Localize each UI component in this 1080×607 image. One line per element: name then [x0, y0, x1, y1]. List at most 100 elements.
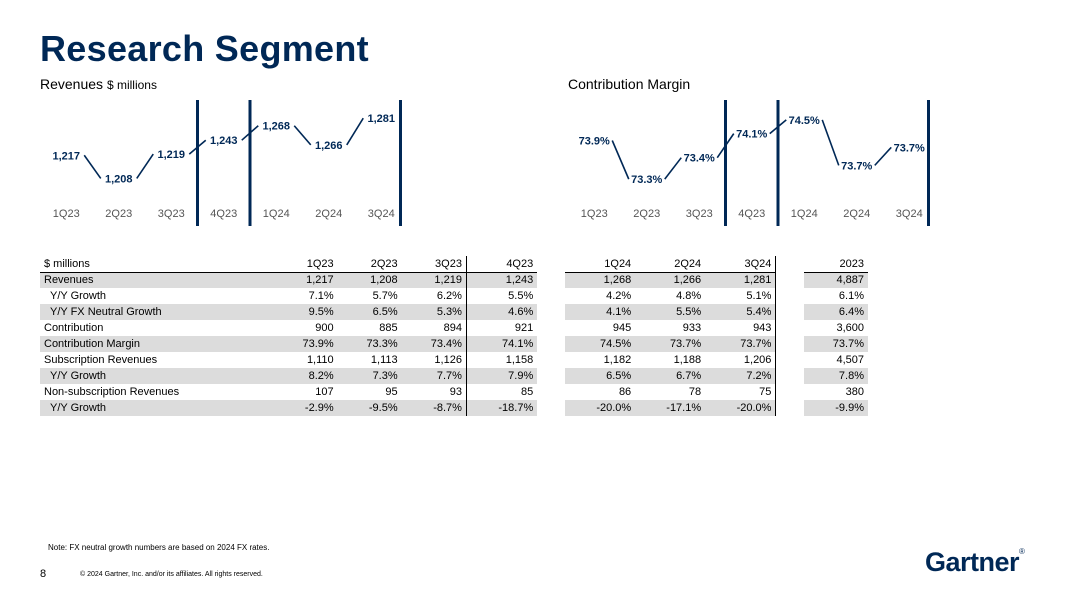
- table-gap-cell: [776, 352, 804, 368]
- table-cell: 73.9%: [273, 336, 338, 352]
- revenues-tick-label-2: 3Q23: [158, 208, 185, 220]
- contribution-margin-line-chart: 73.9% 73.3% 73.4% 74.1% 74.5% 73.7% 73.7% 1Q23 2…: [579, 100, 930, 226]
- row-label: Revenues: [40, 272, 274, 288]
- table-cell: 380: [845, 386, 864, 398]
- revenues-tick-label-4: 1Q24: [263, 208, 290, 220]
- table-cell: 74.1%: [466, 336, 538, 352]
- table-cell: 73.7%: [705, 336, 777, 352]
- table-cell: 5.3%: [401, 304, 467, 320]
- table-gap-cell: [537, 320, 565, 336]
- table-gap-header: [776, 256, 804, 272]
- revenues-data-label-6: 1,281: [367, 113, 395, 125]
- table-cell: 6.5%: [337, 304, 402, 320]
- table-cell: 900: [315, 322, 334, 334]
- margin-connector-1: [664, 157, 682, 180]
- table-cell: 1,110: [306, 354, 334, 366]
- row-label: Non-subscription Revenues: [44, 386, 180, 398]
- column-header-2q23: 2Q23: [337, 256, 402, 273]
- table-cell: 6.5%: [565, 368, 636, 384]
- column-header-4q23: 4Q23: [466, 256, 538, 273]
- margin-data-label-6: 73.7%: [894, 142, 925, 154]
- margin-data-label-2: 73.4%: [684, 153, 715, 165]
- table-cell: -9.5%: [337, 400, 402, 416]
- revenues-connector-2: [188, 139, 207, 155]
- financial-table: $ millions 1Q23 2Q23 3Q23 4Q23 1Q24 2Q24 3Q24 20…: [40, 256, 868, 416]
- margin-tick-label-1: 2Q23: [633, 208, 660, 220]
- table-cell: 1,206: [705, 352, 777, 368]
- column-header-1q24: 1Q24: [565, 256, 636, 273]
- table-gap-cell: [776, 320, 804, 336]
- table-cell: 7.7%: [401, 368, 467, 384]
- table-gap-cell: [776, 272, 804, 288]
- table-cell: -20.0%: [565, 400, 636, 416]
- margin-connector-0: [611, 140, 630, 180]
- table-cell: 6.2%: [401, 288, 467, 304]
- table-cell: 5.5%: [635, 304, 706, 320]
- table-cell: 1,281: [705, 272, 777, 288]
- table-cell: 73.7%: [635, 336, 706, 352]
- revenues-tick-label-5: 2Q24: [315, 208, 342, 220]
- table-row: Contribution Margin 73.9% 73.3% 73.4% 74.1% 7…: [40, 336, 868, 352]
- table-cell: 1,266: [635, 272, 706, 288]
- footnote: Note: FX neutral growth numbers are base…: [48, 543, 270, 552]
- table-cell: 7.2%: [705, 368, 777, 384]
- table-cell: 4.8%: [676, 290, 702, 302]
- table-gap-cell: [776, 336, 804, 352]
- table-cell: 933: [682, 322, 702, 334]
- table-row: Non-subscription Revenues 107 95 93 85 86 78 75…: [40, 384, 868, 400]
- revenues-tick-label-0: 1Q23: [53, 208, 80, 220]
- logo-registered-mark: ®: [1019, 547, 1025, 556]
- table-cell: 4.6%: [466, 304, 538, 320]
- table-cell: -9.9%: [803, 400, 868, 416]
- revenues-data-label-3: 1,243: [210, 135, 238, 147]
- table-gap-cell: [776, 384, 804, 400]
- table-cell: -8.7%: [401, 400, 467, 416]
- margin-connector-5: [874, 146, 892, 166]
- table-cell: 1,243: [466, 272, 538, 288]
- row-label: Contribution Margin: [40, 336, 274, 352]
- table-cell: 4,507: [836, 354, 864, 366]
- margin-tick-label-0: 1Q23: [581, 208, 608, 220]
- revenues-tick-label-6: 3Q24: [368, 208, 395, 220]
- row-label: Y/Y Growth: [40, 368, 274, 384]
- table-gap-cell: [776, 304, 804, 320]
- revenues-data-label-4: 1,268: [262, 121, 290, 133]
- table-row: Subscription Revenues 1,110 1,113 1,126 1,15…: [40, 352, 868, 368]
- row-label: Y/Y Growth: [50, 290, 107, 302]
- page-title: Research Segment: [40, 28, 369, 69]
- table-cell: 75: [705, 384, 777, 400]
- table-cell: 8.2%: [273, 368, 338, 384]
- table-cell: 921: [514, 322, 534, 334]
- table-cell: 74.5%: [565, 336, 636, 352]
- table-header-row: $ millions 1Q23 2Q23 3Q23 4Q23 1Q24 2Q24 3Q24 20…: [40, 256, 868, 273]
- table-cell: 7.3%: [337, 368, 402, 384]
- table-gap-cell: [537, 368, 565, 384]
- table-header: $ millions 1Q23 2Q23 3Q23 4Q23 1Q24 2Q24 3Q24 20…: [40, 256, 868, 273]
- margin-chart-title: Contribution Margin: [568, 76, 691, 92]
- table-row: Contribution 900 885 894 921 945 933 943 3,600: [40, 320, 868, 336]
- table-cell: 1,208: [337, 272, 402, 288]
- column-header-2q24: 2Q24: [635, 256, 706, 273]
- gartner-logo: Gartner®: [925, 547, 1025, 578]
- table-cell: 1,113: [370, 354, 398, 366]
- table-gap-cell: [537, 384, 565, 400]
- table-cell: 7.9%: [466, 368, 538, 384]
- table-cell: 894: [401, 320, 467, 336]
- table-gap-cell: [776, 368, 804, 384]
- margin-tick-label-6: 3Q24: [896, 208, 923, 220]
- table-cell: -17.1%: [635, 400, 706, 416]
- table-cell: 6.4%: [803, 304, 868, 320]
- table-cell: -2.9%: [273, 400, 338, 416]
- row-label: Y/Y FX Neutral Growth: [40, 304, 274, 320]
- table-cell: 7.1%: [308, 290, 334, 302]
- table-cell: -18.7%: [466, 400, 538, 416]
- table-cell: 5.1%: [705, 288, 777, 304]
- revenues-unit: $ millions: [106, 78, 157, 92]
- table-row: Y/Y Growth 8.2% 7.3% 7.7% 7.9% 6.5% 6.7% 7.2% 7.…: [40, 368, 868, 384]
- table-cell: 85: [520, 386, 534, 398]
- table-unit-header: $ millions: [40, 256, 274, 273]
- table-gap-cell: [537, 352, 565, 368]
- table-cell: 93: [401, 384, 467, 400]
- table-cell: 4.2%: [606, 290, 632, 302]
- table-cell: 73.7%: [803, 336, 868, 352]
